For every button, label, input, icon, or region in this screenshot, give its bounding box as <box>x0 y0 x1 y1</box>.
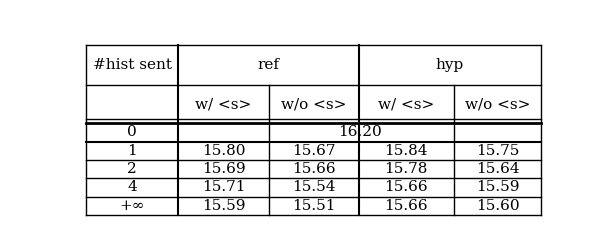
Text: 2: 2 <box>127 162 137 176</box>
Text: w/ <s>: w/ <s> <box>195 97 252 111</box>
Text: 15.51: 15.51 <box>292 199 335 213</box>
Text: w/o <s>: w/o <s> <box>465 97 530 111</box>
Text: #hist sent: #hist sent <box>93 58 172 72</box>
Text: 15.66: 15.66 <box>384 199 428 213</box>
Text: 0: 0 <box>127 125 137 139</box>
Text: w/ <s>: w/ <s> <box>378 97 435 111</box>
Text: 4: 4 <box>127 181 137 194</box>
Text: hyp: hyp <box>436 58 464 72</box>
Text: 15.75: 15.75 <box>476 144 519 158</box>
Text: 15.84: 15.84 <box>384 144 428 158</box>
Text: 15.66: 15.66 <box>384 181 428 194</box>
Text: 15.59: 15.59 <box>476 181 519 194</box>
Text: 15.59: 15.59 <box>202 199 245 213</box>
Text: 15.71: 15.71 <box>202 181 245 194</box>
Text: 16.20: 16.20 <box>338 125 382 139</box>
Text: 15.66: 15.66 <box>292 162 335 176</box>
Text: 1: 1 <box>127 144 137 158</box>
Text: w/o <s>: w/o <s> <box>281 97 346 111</box>
Text: 15.69: 15.69 <box>202 162 245 176</box>
Text: ref: ref <box>258 58 280 72</box>
Text: 15.54: 15.54 <box>292 181 335 194</box>
Text: +∞: +∞ <box>119 199 145 213</box>
Text: 15.78: 15.78 <box>384 162 428 176</box>
Text: 15.60: 15.60 <box>476 199 519 213</box>
Text: 15.80: 15.80 <box>202 144 245 158</box>
Text: 15.64: 15.64 <box>476 162 519 176</box>
Text: 15.67: 15.67 <box>292 144 335 158</box>
